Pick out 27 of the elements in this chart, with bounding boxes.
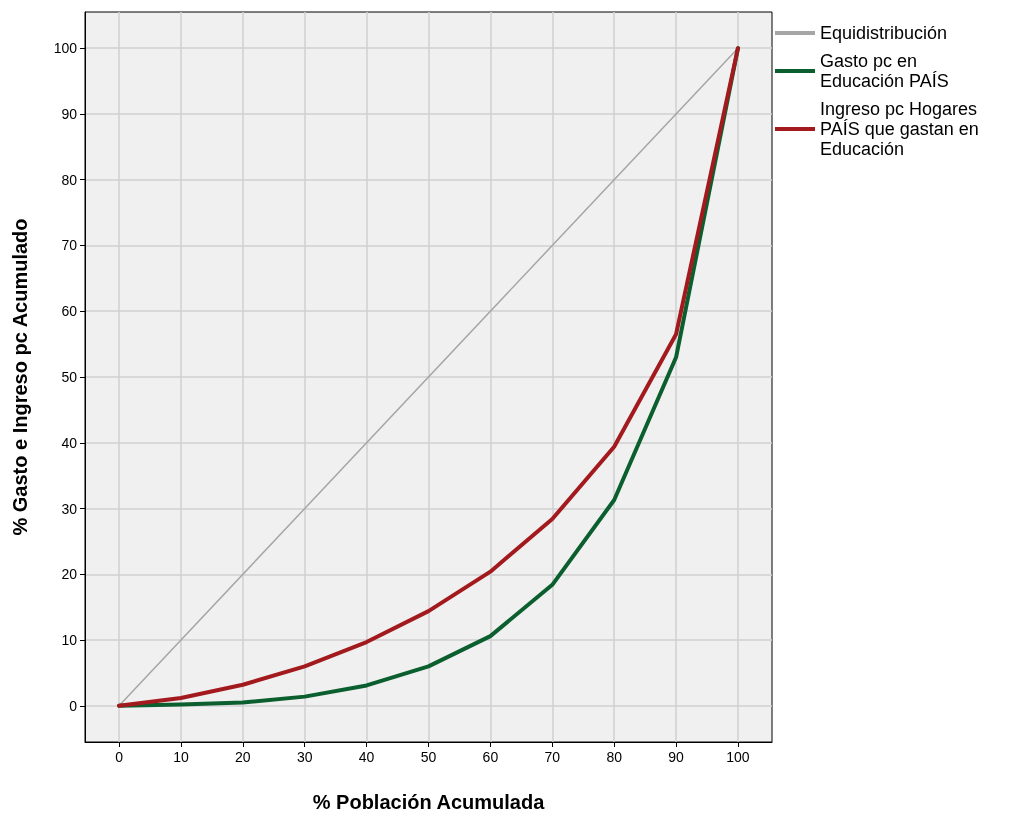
y-tick-label: 30 (61, 500, 78, 517)
x-tick-label: 90 (668, 749, 685, 765)
legend-label: Gasto pc en Educación PAÍS (820, 51, 949, 91)
y-tick-label: 0 (69, 697, 78, 714)
y-tick-label: 100 (53, 40, 78, 57)
y-tick-label: 60 (61, 303, 78, 320)
x-tick-label: 0 (115, 749, 124, 765)
y-tick-label: 40 (61, 434, 78, 451)
x-axis-title: % Población Acumulada (312, 791, 546, 813)
x-tick-label: 60 (482, 749, 499, 765)
legend-label: Ingreso pc Hogares PAÍS que gastan en Educación (820, 99, 984, 159)
y-tick-label: 70 (61, 237, 78, 254)
y-tick-label: 90 (61, 105, 78, 122)
y-axis-title: % Gasto e Ingreso pc Acumulado (9, 218, 31, 536)
y-tick-label: 20 (61, 566, 78, 583)
legend-label: Equidistribución (820, 23, 948, 43)
x-tick-label: 50 (420, 749, 437, 765)
x-tick-label: 40 (358, 749, 375, 765)
x-tick-label: 80 (606, 749, 623, 765)
x-tick-label: 20 (235, 749, 251, 765)
y-tick-label: 80 (61, 171, 78, 188)
x-tick-label: 30 (296, 749, 313, 765)
y-tick-label: 50 (61, 369, 78, 385)
y-tick-label: 10 (61, 632, 78, 649)
x-tick-label: 70 (544, 749, 561, 765)
x-tick-label: 10 (173, 749, 189, 765)
x-tick-label: 100 (726, 749, 750, 765)
